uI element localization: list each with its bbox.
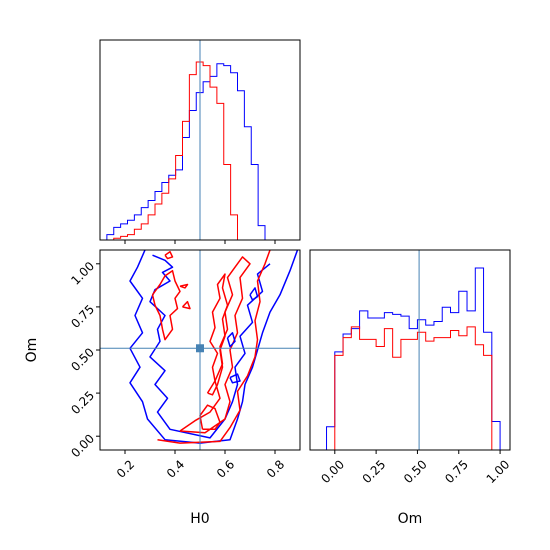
contour-x-tick-label: 0.8 bbox=[264, 457, 287, 480]
contour-line-blue bbox=[149, 254, 271, 439]
contour-y-tick-label: 0.00 bbox=[68, 431, 97, 460]
contour-line-red bbox=[181, 300, 191, 310]
histogram-om-frame bbox=[309, 249, 511, 451]
contour-h0-om-panel: 0.2 0.4 0.6 0.8 0.00 0.25 0.50 0.75 1.00 H0 Om bbox=[24, 249, 301, 527]
om-hist-x-tick-label: 0.25 bbox=[360, 457, 389, 486]
x-axis-label-om: Om bbox=[398, 511, 423, 527]
contour-x-tick-label: 0.2 bbox=[114, 457, 137, 480]
contour-line-blue bbox=[249, 287, 259, 301]
contour-line-blue bbox=[229, 373, 241, 384]
histogram-h0-frame bbox=[99, 39, 301, 241]
hist-series-red bbox=[326, 326, 501, 450]
contour-line-blue bbox=[226, 332, 236, 348]
contour-y-tick-label: 1.00 bbox=[68, 259, 97, 288]
contour-line-red bbox=[164, 250, 174, 260]
hist-series-blue bbox=[100, 63, 272, 240]
om-hist-x-tick-label: 0.50 bbox=[401, 457, 430, 486]
hist-series-blue bbox=[326, 267, 501, 450]
contour-line-red bbox=[151, 269, 181, 341]
y-axis-label-om: Om bbox=[24, 338, 40, 363]
histogram-h0-panel bbox=[99, 39, 301, 244]
contour-line-red bbox=[157, 250, 271, 444]
hist-series-red bbox=[100, 61, 272, 240]
contour-line-blue bbox=[129, 250, 299, 444]
contour-line-red bbox=[199, 404, 221, 431]
truth-marker bbox=[196, 344, 204, 353]
histogram-om-panel: 0.00 0.25 0.50 0.75 1.00 Om bbox=[309, 249, 513, 527]
om-hist-x-tick-label: 0.00 bbox=[318, 457, 347, 486]
contour-x-tick-label: 0.4 bbox=[164, 457, 187, 480]
contour-x-tick-label: 0.6 bbox=[214, 457, 237, 480]
om-hist-x-tick-label: 1.00 bbox=[484, 457, 513, 486]
contour-y-tick-label: 0.50 bbox=[68, 345, 97, 374]
om-hist-x-tick-label: 0.75 bbox=[442, 457, 471, 486]
x-axis-label-h0: H0 bbox=[190, 511, 209, 527]
contour-line-red bbox=[179, 283, 189, 289]
contour-y-tick-label: 0.75 bbox=[68, 302, 97, 331]
contour-y-tick-label: 0.25 bbox=[68, 388, 97, 417]
contour-line-red bbox=[206, 273, 229, 396]
